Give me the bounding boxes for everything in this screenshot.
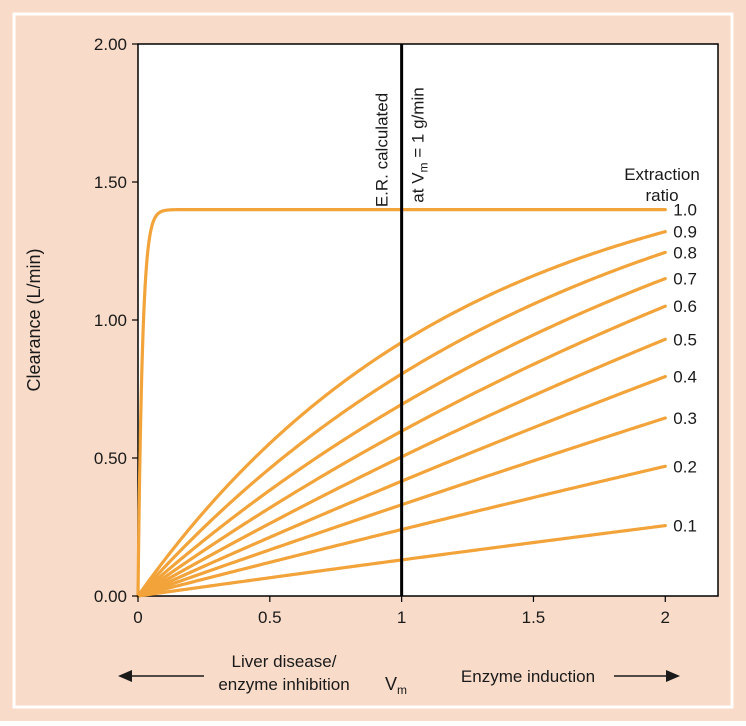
curve-label-1.0: 1.0 bbox=[673, 201, 697, 220]
curve-label-0.1: 0.1 bbox=[673, 517, 697, 536]
curve-label-0.5: 0.5 bbox=[673, 330, 697, 349]
curve-label-0.9: 0.9 bbox=[673, 223, 697, 242]
legend-title-line-1: Extraction bbox=[624, 165, 700, 184]
curve-label-0.4: 0.4 bbox=[673, 368, 697, 387]
y-tick-label: 0.50 bbox=[94, 449, 127, 468]
x-tick-label: 1.5 bbox=[522, 608, 546, 627]
curve-label-0.7: 0.7 bbox=[673, 270, 697, 289]
curve-er-0.7 bbox=[136, 277, 667, 598]
curve-er-0.3 bbox=[136, 416, 667, 598]
curve-er-0.9 bbox=[136, 230, 667, 598]
vlabel-prefix: at V bbox=[409, 172, 428, 203]
y-tick-label: 1.50 bbox=[94, 173, 127, 192]
curves-group: 1.0 0.90.8 0.7 0.6 0.5 0.4 0.3 0.2 0.1 bbox=[136, 201, 697, 598]
y-axis-label: Clearance (L/min) bbox=[24, 248, 44, 391]
annotation-liver-disease: Liver disease/ bbox=[232, 652, 337, 671]
curve-label-0.8: 0.8 bbox=[673, 243, 697, 262]
reference-line-label-2: at Vm = 1 g/min bbox=[409, 87, 431, 202]
reference-line-label-1: E.R. calculated bbox=[373, 93, 392, 207]
curve-er-0.1 bbox=[136, 524, 667, 598]
legend-title-line-2: ratio bbox=[645, 186, 678, 205]
curve-er-0.8 bbox=[136, 250, 667, 598]
vlabel-suffix: = 1 g/min bbox=[409, 87, 428, 162]
right-arrow-head bbox=[666, 670, 680, 682]
curve-label-0.2: 0.2 bbox=[673, 457, 697, 476]
curve-er-0.5 bbox=[136, 337, 667, 598]
curve-label-0.3: 0.3 bbox=[673, 409, 697, 428]
y-axis: 0.00 0.50 1.00 1.50 2.00 bbox=[94, 35, 138, 606]
annotation-vm-sub: m bbox=[397, 683, 407, 697]
curve-er-0.6 bbox=[136, 304, 667, 598]
curve-label-0.6: 0.6 bbox=[673, 297, 697, 316]
annotation-vm: Vm bbox=[385, 674, 407, 697]
plot-area bbox=[137, 43, 719, 597]
x-tick-label: 0 bbox=[133, 608, 142, 627]
y-tick-label: 1.00 bbox=[94, 311, 127, 330]
curve-er-0.4 bbox=[136, 374, 667, 598]
x-axis: 0 0.5 1 1.5 2 bbox=[133, 596, 670, 627]
curve-er-0.2 bbox=[136, 464, 667, 598]
left-arrow-head bbox=[118, 670, 132, 682]
x-tick-label: 1 bbox=[397, 608, 406, 627]
x-tick-label: 2 bbox=[661, 608, 670, 627]
annotation-enzyme-inhibition: enzyme inhibition bbox=[218, 675, 349, 694]
figure-frame bbox=[12, 12, 734, 709]
curve-er-1.0 bbox=[136, 208, 667, 598]
y-tick-label: 0.00 bbox=[94, 587, 127, 606]
annotation-vm-main: V bbox=[385, 674, 397, 694]
x-tick-label: 0.5 bbox=[258, 608, 282, 627]
y-tick-label: 2.00 bbox=[94, 35, 127, 54]
bottom-annotation: Liver disease/ enzyme inhibition Vm Enzy… bbox=[118, 652, 680, 697]
vlabel-subscript: m bbox=[417, 162, 431, 172]
annotation-enzyme-induction: Enzyme induction bbox=[461, 667, 595, 686]
